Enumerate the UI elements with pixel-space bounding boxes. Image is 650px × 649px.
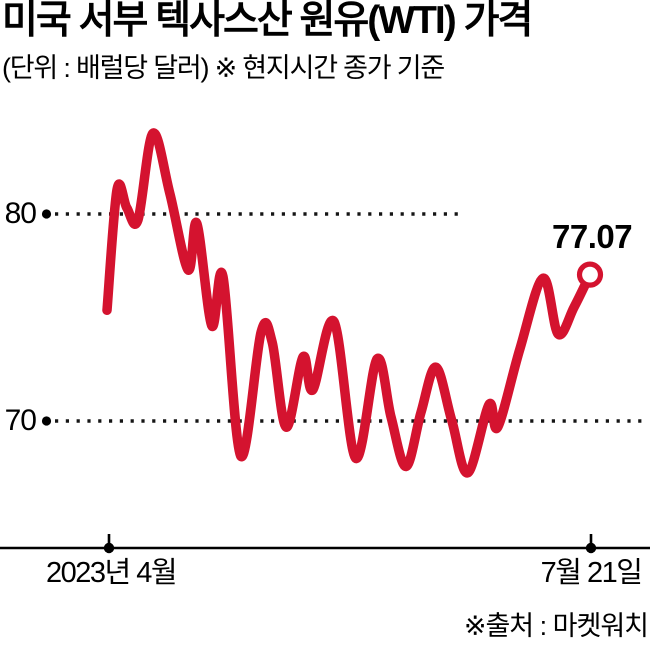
gridline-start-dot xyxy=(41,416,52,426)
y-axis-label-80: 80 xyxy=(4,197,37,230)
x-axis-label-start: 2023년 4월 xyxy=(45,557,178,589)
y-axis-label-70: 70 xyxy=(4,404,37,437)
x-axis-tick-dot xyxy=(585,542,597,554)
x-axis-tick-dot xyxy=(103,542,115,554)
source-credit: ※출처 : 마켓워치 xyxy=(463,611,649,641)
page-title: 미국 서부 텍사스산 원유(WTI) 가격 xyxy=(2,0,533,42)
last-point-marker xyxy=(576,261,604,288)
chart-subtitle-unit-note: (단위 : 배럴당 달러) ※ 현지시간 종가 기준 xyxy=(2,53,445,83)
gridline-start-dot xyxy=(41,209,52,219)
last-value-label: 77.07 xyxy=(552,218,633,255)
wti-price-line xyxy=(102,128,595,478)
x-axis-label-end: 7월 21일 xyxy=(540,557,643,589)
